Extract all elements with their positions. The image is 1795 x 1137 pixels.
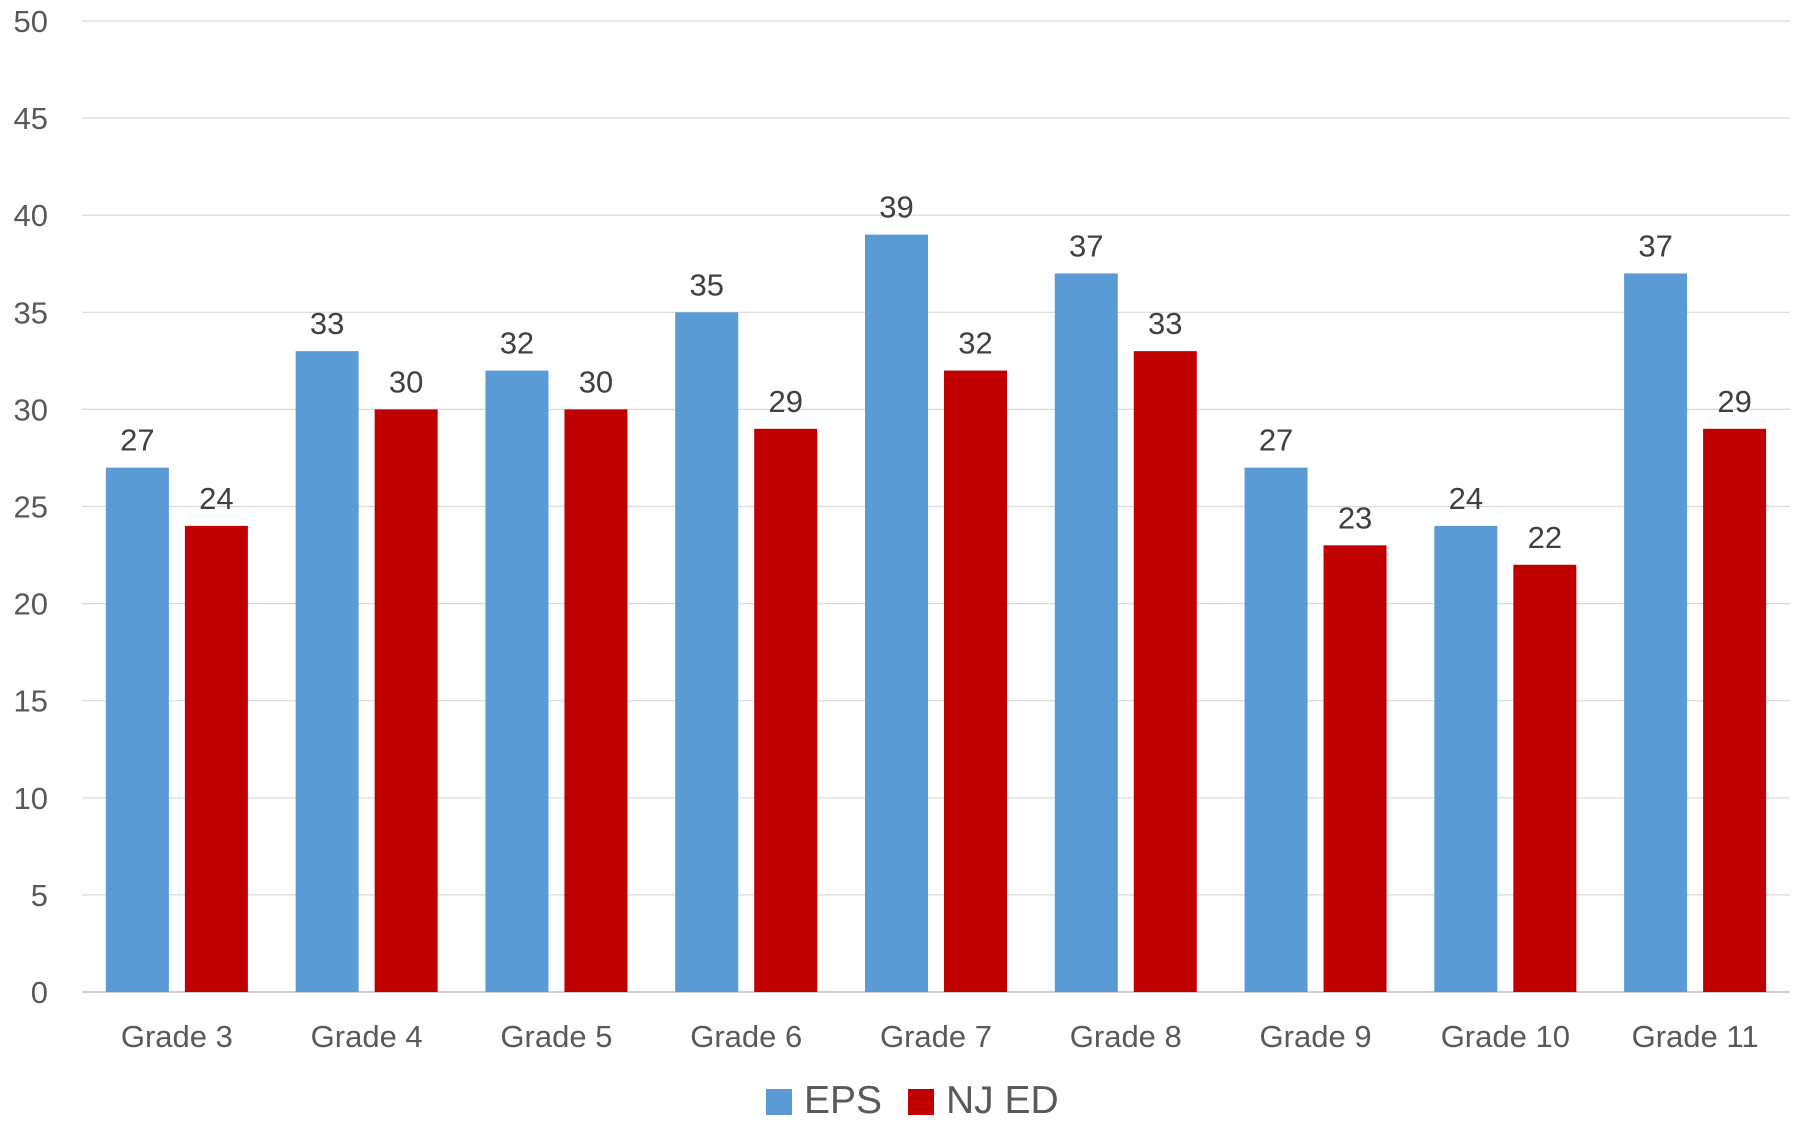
y-tick-label: 10	[14, 781, 48, 816]
data-label: 29	[768, 384, 802, 419]
y-tick-label: 35	[14, 295, 48, 330]
data-label: 32	[958, 326, 992, 361]
legend-label: NJ ED	[946, 1079, 1059, 1122]
bar	[1513, 564, 1577, 992]
data-label: 37	[1069, 228, 1103, 263]
bar	[295, 351, 359, 992]
bar	[865, 234, 928, 992]
data-label: 37	[1638, 228, 1672, 263]
data-label: 27	[120, 423, 154, 458]
data-label: 27	[1259, 423, 1293, 458]
bar	[1434, 525, 1498, 992]
y-tick-label: 25	[14, 490, 48, 525]
data-label: 32	[500, 326, 534, 361]
bar	[184, 525, 248, 992]
y-tick-label: 30	[14, 392, 48, 427]
bar	[1244, 467, 1308, 992]
x-tick-label: Grade 3	[121, 1019, 233, 1054]
legend-item: EPS	[766, 1079, 882, 1122]
x-tick-label: Grade 4	[311, 1019, 423, 1054]
data-label: 30	[579, 364, 613, 399]
bar	[675, 312, 739, 992]
bar	[1323, 545, 1387, 992]
legend-label: EPS	[804, 1079, 882, 1122]
y-tick-label: 20	[14, 587, 48, 622]
gridlines	[82, 20, 1790, 993]
bar	[1703, 428, 1767, 992]
y-tick-label: 45	[14, 101, 48, 136]
y-tick-label: 0	[31, 975, 48, 1010]
data-label: 33	[310, 306, 344, 341]
y-tick-label: 50	[14, 4, 48, 39]
x-tick-label: Grade 7	[880, 1019, 992, 1054]
x-tick-label: Grade 5	[500, 1019, 612, 1054]
legend-swatch	[766, 1089, 792, 1115]
data-label: 39	[879, 190, 913, 225]
bar	[105, 467, 169, 992]
legend: EPS NJ ED	[766, 1079, 1059, 1122]
data-label: 30	[389, 364, 423, 399]
x-tick-label: Grade 6	[690, 1019, 802, 1054]
legend-swatch	[908, 1089, 934, 1115]
data-label: 24	[1449, 481, 1483, 516]
x-tick-label: Grade 8	[1070, 1019, 1182, 1054]
y-axis-ticks: 0 5 10 15 20 25 30 35 40 45 50	[14, 4, 48, 1010]
bar	[1133, 351, 1197, 992]
bar	[1054, 273, 1118, 993]
x-axis-ticks: Grade 3 Grade 4 Grade 5 Grade 6 Grade 7 Grade…	[121, 1019, 1759, 1054]
x-tick-label: Grade 10	[1441, 1019, 1570, 1054]
bar	[374, 409, 438, 992]
data-label: 35	[689, 267, 723, 302]
data-label: 23	[1338, 500, 1372, 535]
y-tick-label: 40	[14, 198, 48, 233]
bars	[105, 234, 1767, 993]
data-labels: 27 24 33 30 32 30 35 29 39 32 37 33 27 23 24 22 37 29	[120, 190, 1752, 555]
bar	[1624, 273, 1688, 993]
bar	[754, 428, 818, 992]
y-tick-label: 15	[14, 684, 48, 719]
data-label: 22	[1528, 520, 1562, 555]
legend-item: NJ ED	[908, 1079, 1059, 1122]
x-tick-label: Grade 9	[1260, 1019, 1372, 1054]
bar	[944, 370, 1007, 992]
y-tick-label: 5	[31, 878, 48, 913]
bar	[564, 409, 628, 992]
data-label: 29	[1717, 384, 1751, 419]
data-label: 33	[1148, 306, 1182, 341]
data-label: 24	[199, 481, 233, 516]
bar	[485, 370, 549, 992]
x-tick-label: Grade 11	[1632, 1019, 1759, 1054]
